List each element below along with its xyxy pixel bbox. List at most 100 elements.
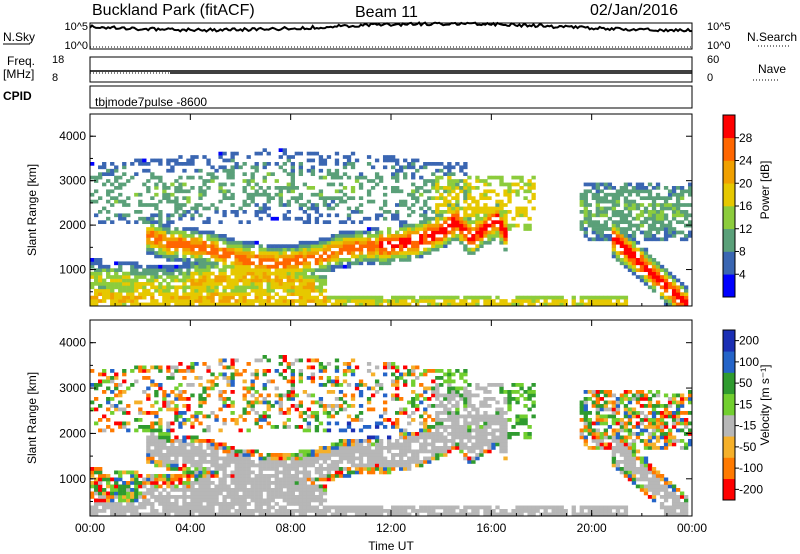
power-cell [182,275,187,279]
power-cell [483,192,488,197]
power-cell [659,227,665,231]
power-cell [427,189,432,194]
power-cell [619,251,625,255]
velocity-cell [306,456,312,461]
power-cell [158,288,163,293]
velocity-cell [118,495,123,499]
velocity-cell [278,355,283,359]
velocity-cell [262,481,267,485]
power-cell [314,244,320,249]
power-cell [166,240,171,245]
velocity-cell [431,456,436,461]
power-cell [603,234,609,238]
power-cell [214,254,219,259]
velocity-cell [326,453,332,457]
power-cell [475,213,480,218]
velocity-cell [114,393,119,398]
cpid-label: CPID [3,89,32,103]
power-cell [258,192,263,197]
power-cell [306,251,312,255]
velocity-cell [250,488,255,492]
power-cell [459,168,464,173]
power-cell [206,261,211,266]
power-cell [170,251,175,255]
power-cell [154,288,159,293]
power-cell [463,210,468,214]
power-cell [427,220,432,225]
power-cell [250,299,255,303]
velocity-cell [226,456,231,461]
power-cell [146,302,151,307]
power-cell [587,299,592,303]
velocity-cell [246,404,251,408]
power-cell [290,282,295,286]
velocity-cell [98,477,103,482]
power-cell [615,227,621,231]
power-cell [262,192,267,197]
power-cell [130,292,135,297]
power-cell [90,199,95,204]
velocity-cell [154,365,159,370]
velocity-cell [350,446,356,450]
velocity-cell [435,421,440,426]
power-cell [411,244,416,249]
power-cell [639,182,645,187]
power-cell [559,299,564,303]
velocity-cell [126,421,131,426]
power-cell [274,302,279,307]
power-cell [487,213,492,218]
velocity-cell [274,453,279,457]
velocity-cell [391,509,396,513]
velocity-cell [463,512,468,517]
power-cell [210,299,215,303]
power-cell [298,196,304,201]
nave-tick-top: 60 [707,54,719,66]
velocity-cell [170,474,175,478]
power-cell [322,162,328,166]
power-cell [487,223,492,228]
velocity-cell [314,456,320,461]
power-cell [447,302,452,307]
velocity-cell [435,425,440,429]
velocity-cell [399,397,404,401]
velocity-cell [443,442,448,447]
velocity-cell [146,393,151,398]
velocity-cell [114,421,119,426]
velocity-cell [395,453,400,457]
power-cell [667,234,673,238]
velocity-cell [222,460,227,464]
velocity-cell [439,369,444,373]
power-cell [362,244,368,249]
power-cell [106,275,111,279]
power-cell [659,292,665,297]
power-cell [230,237,235,242]
power-cell [202,295,207,300]
power-cell [463,165,468,170]
velocity-cell [310,456,316,461]
power-cell [683,237,689,242]
velocity-cell [266,460,271,464]
velocity-cell [238,463,243,468]
velocity-cell [138,365,143,370]
velocity-cell [467,428,472,433]
velocity-cell [447,369,452,373]
velocity-cell [378,467,384,471]
velocity-cell [350,358,356,363]
power-cell [190,278,195,283]
velocity-cell [118,474,123,478]
power-cell [611,247,617,252]
power-cell [499,234,504,238]
velocity-cell [234,418,239,422]
power-cell [134,285,139,290]
velocity-cell [423,397,428,401]
power-cell [611,223,617,228]
velocity-cell [218,491,223,496]
power-cell [382,261,388,266]
velocity-cell [399,467,404,471]
power-cell [182,234,187,238]
power-cell [102,206,107,211]
power-cell [198,278,203,283]
velocity-cell [314,484,320,489]
power-cell [210,247,215,252]
velocity-cell [114,404,119,408]
